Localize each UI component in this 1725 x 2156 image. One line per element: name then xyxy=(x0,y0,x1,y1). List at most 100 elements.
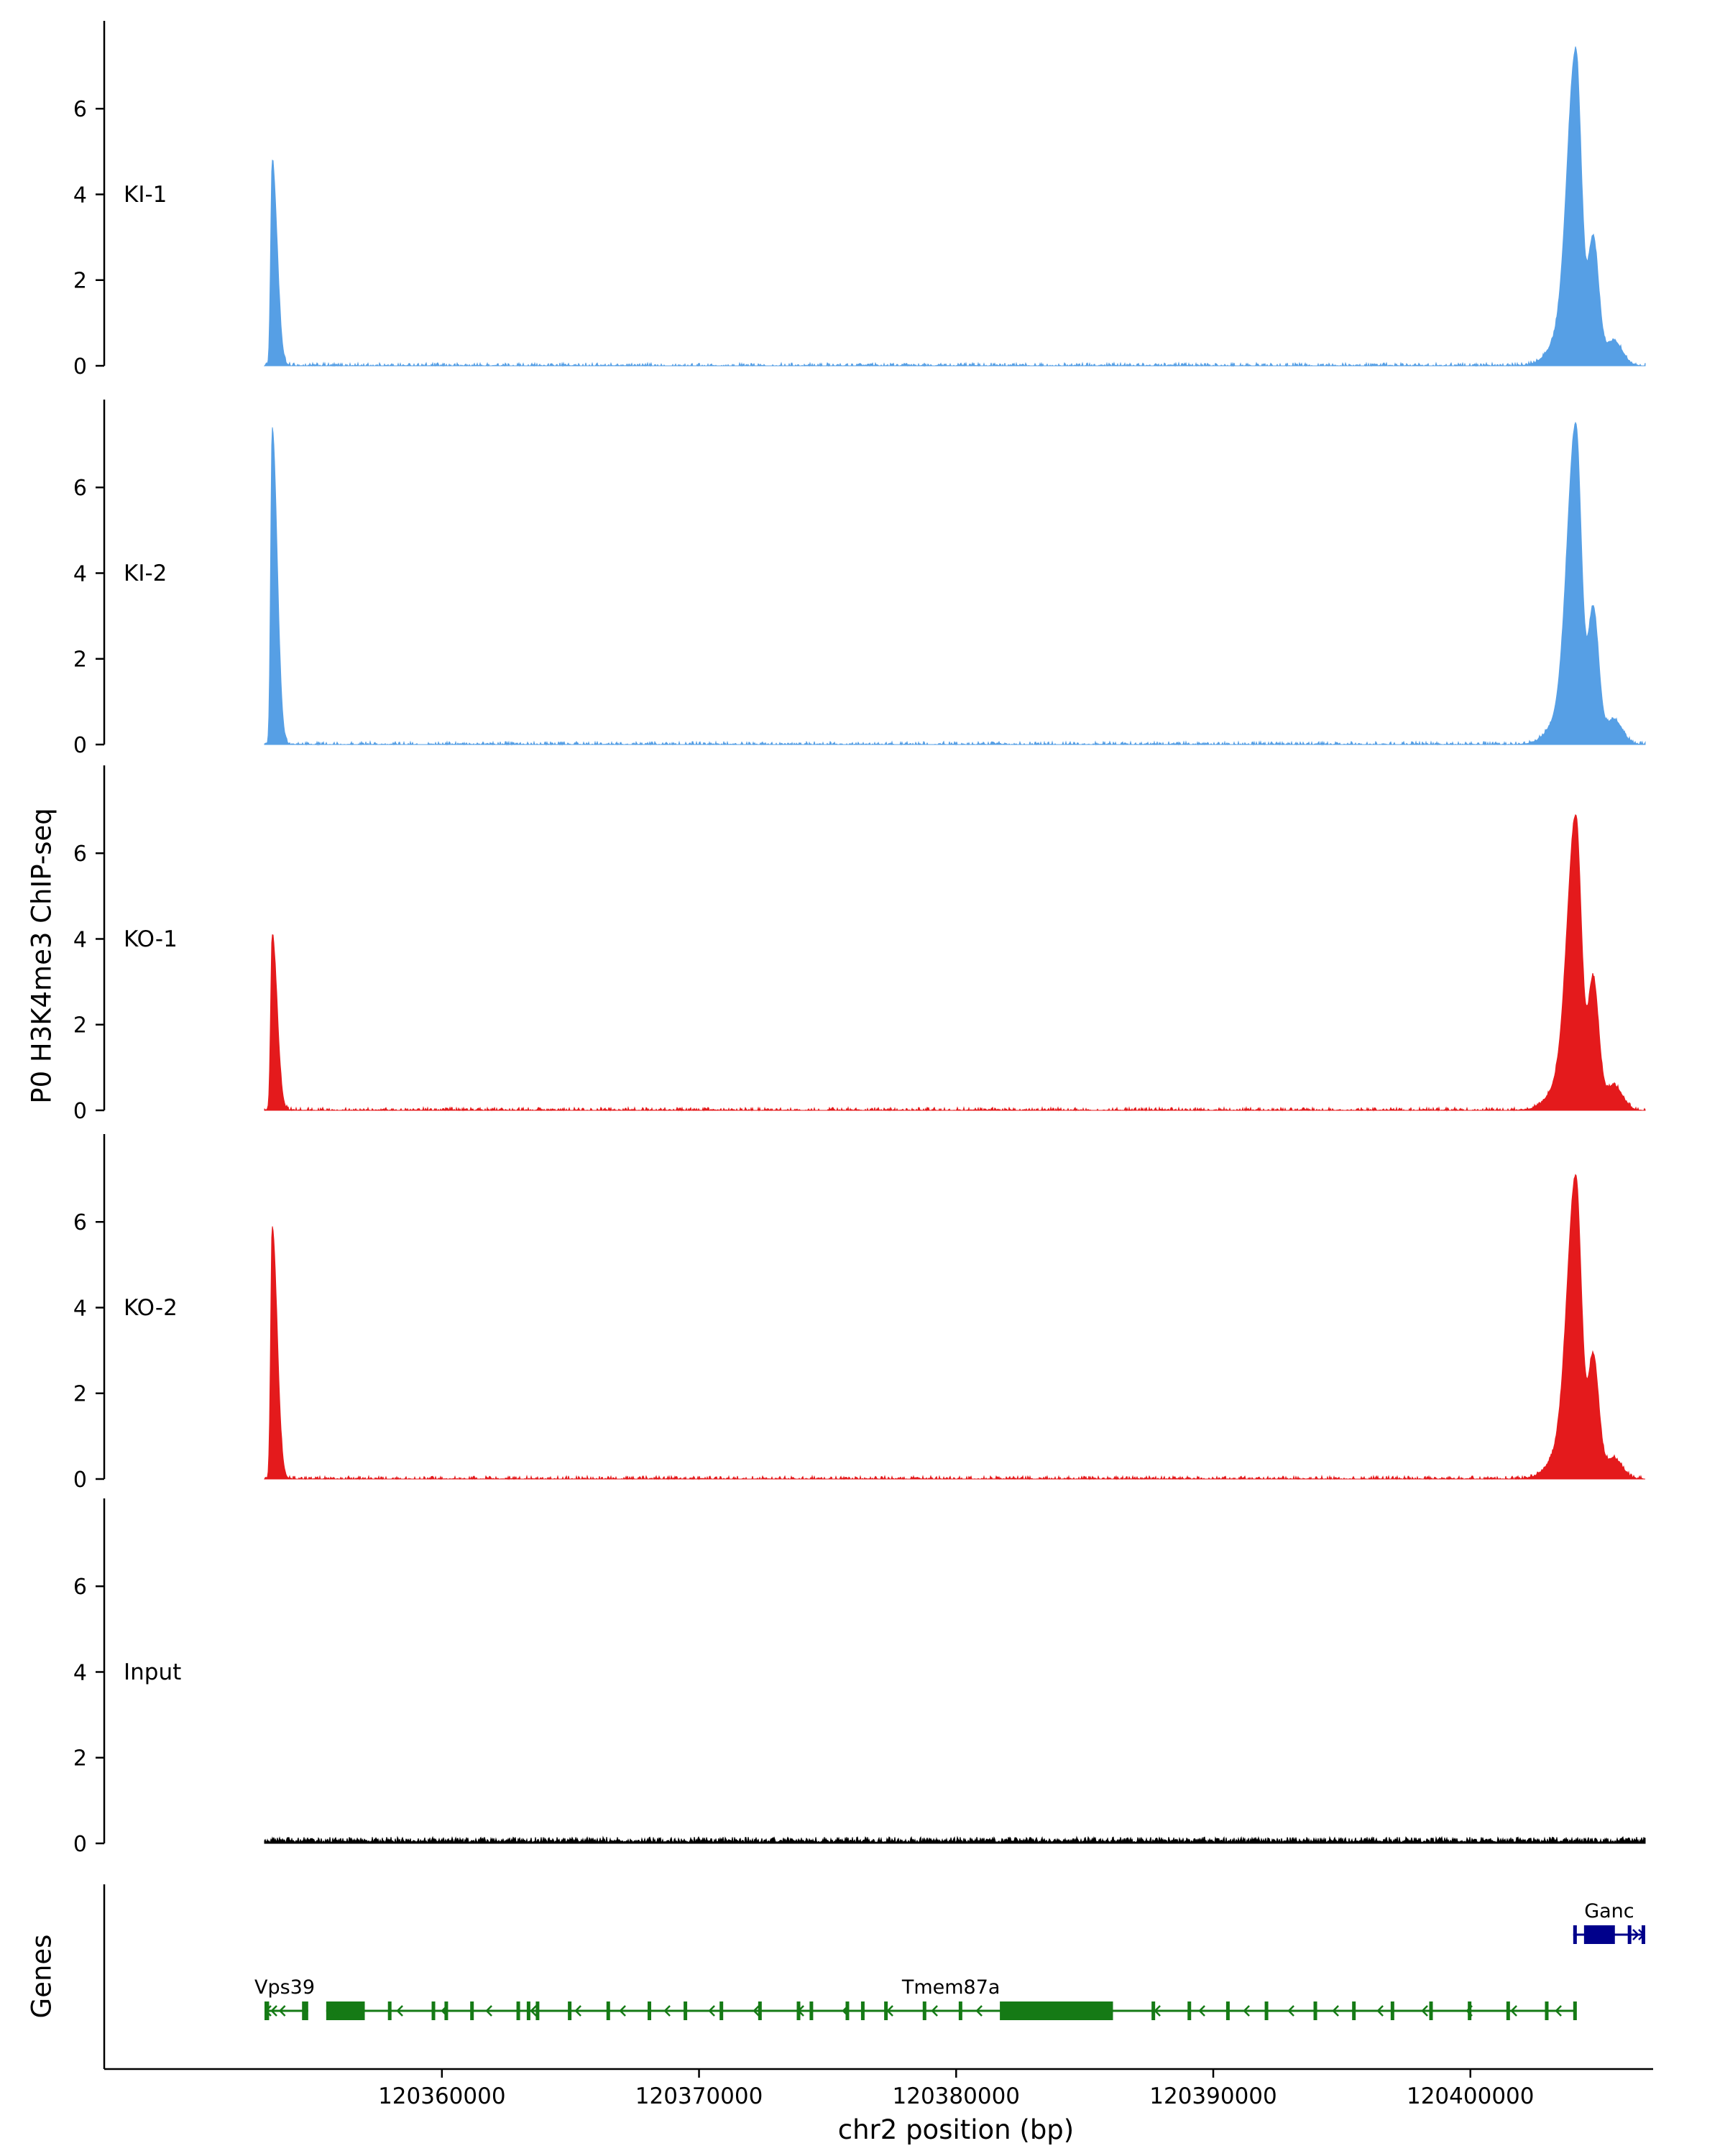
strand-arrow xyxy=(842,2005,849,2017)
exon xyxy=(431,2001,436,2020)
exon xyxy=(922,2001,926,2020)
x-tick-label: 120400000 xyxy=(1407,2083,1535,2109)
exon xyxy=(1506,2001,1510,2020)
y-tick-label: 6 xyxy=(73,97,87,122)
gene-label: Vps39 xyxy=(254,1976,315,1999)
y-tick-label: 4 xyxy=(73,183,87,208)
track-label: KI-1 xyxy=(124,182,167,208)
y-tick-label: 0 xyxy=(73,1099,87,1124)
strand-arrow xyxy=(264,2005,272,2017)
strand-arrow xyxy=(278,2005,286,2017)
strand-arrow xyxy=(1632,1929,1639,1940)
y-tick-label: 2 xyxy=(73,1013,87,1038)
strand-arrow xyxy=(1243,2005,1250,2017)
exon xyxy=(884,2001,888,2020)
track-panel-ko-1: 0 2 4 6 KO-1 xyxy=(73,765,1646,1124)
y-tick-label: 2 xyxy=(73,1746,87,1772)
strand-arrow xyxy=(797,2005,804,2017)
exon xyxy=(1545,2001,1549,2020)
gene-ganc: Ganc xyxy=(1573,1900,1645,1944)
strand-arrow xyxy=(1466,2005,1473,2017)
exon xyxy=(1225,2001,1230,2020)
exon xyxy=(470,2001,474,2020)
y-tick-label: 4 xyxy=(73,561,87,586)
track-label: KI-2 xyxy=(124,561,167,586)
y-tick-label: 4 xyxy=(73,1660,87,1685)
x-axis-title: chr2 position (bp) xyxy=(837,2114,1075,2145)
exon xyxy=(526,2001,530,2020)
signal-area-ki-1 xyxy=(263,46,1646,367)
strand-arrow xyxy=(441,2005,448,2017)
exon xyxy=(387,2001,392,2020)
signal-area-input xyxy=(264,1835,1646,1844)
strand-arrow xyxy=(975,2005,983,2017)
strand-arrow xyxy=(485,2005,492,2017)
track-label: KO-2 xyxy=(124,1295,178,1321)
exon xyxy=(684,2001,688,2020)
gene-label: Tmem87a xyxy=(901,1976,1000,1999)
y-tick-label: 0 xyxy=(73,1832,87,1857)
y-tick-label: 6 xyxy=(73,1210,87,1235)
strand-arrow xyxy=(663,2005,671,2017)
y-tick-label: 4 xyxy=(73,927,87,952)
y-tick-label: 6 xyxy=(73,476,87,501)
signal-area-ko-1 xyxy=(264,814,1646,1112)
track-panel-ki-1: 0 2 4 6 KI-1 xyxy=(73,21,1646,379)
exon xyxy=(1573,2001,1577,2020)
signal-area-ko-2 xyxy=(264,1174,1645,1480)
x-tick-label: 120370000 xyxy=(635,2083,763,2109)
track-panel-input: 0 2 4 6 Input xyxy=(73,1498,1646,1857)
strand-arrow xyxy=(1332,2005,1339,2017)
track-label: Input xyxy=(124,1659,181,1685)
exon xyxy=(535,2001,540,2020)
gene-vps39: Vps39 xyxy=(254,1976,315,2020)
y-tick-label: 2 xyxy=(73,1382,87,1407)
y-tick-label: 6 xyxy=(73,842,87,867)
exon xyxy=(1429,2001,1433,2020)
y-tick-label: 4 xyxy=(73,1296,87,1321)
exon xyxy=(1583,1925,1615,1944)
exon xyxy=(606,2001,610,2020)
track-label: KO-1 xyxy=(124,926,178,952)
gene-label: Ganc xyxy=(1584,1900,1634,1922)
strand-arrow xyxy=(931,2005,938,2017)
strand-arrow xyxy=(753,2005,760,2017)
x-axis: 120360000 120370000 120380000 120390000 1204… xyxy=(104,2068,1653,2109)
y-tick-label: 2 xyxy=(73,648,87,673)
exon xyxy=(1151,2001,1156,2020)
x-tick-label: 120380000 xyxy=(893,2083,1021,2109)
strand-arrow xyxy=(574,2005,581,2017)
y-tick-label: 6 xyxy=(73,1575,87,1600)
exon xyxy=(568,2001,572,2020)
strand-arrow xyxy=(886,2005,893,2017)
exon xyxy=(1000,2001,1113,2020)
gene-tmem87a: Tmem87a xyxy=(326,1976,1577,2020)
exon xyxy=(444,2001,448,2020)
exon xyxy=(1313,2001,1317,2020)
strand-arrow xyxy=(708,2005,715,2017)
exon xyxy=(1352,2001,1356,2020)
exon xyxy=(1468,2001,1472,2020)
exon xyxy=(1573,1925,1577,1944)
y-tick-label: 0 xyxy=(73,1468,87,1493)
exon xyxy=(1187,2001,1192,2020)
track-panel-ko-2: 0 2 4 6 KO-2 xyxy=(73,1134,1645,1493)
strand-arrow xyxy=(1638,1929,1645,1940)
strand-arrow xyxy=(1555,2005,1562,2017)
track-panel-ki-2: 0 2 4 6 KI-2 xyxy=(73,400,1646,758)
exon xyxy=(326,2001,365,2020)
x-tick-label: 120390000 xyxy=(1149,2083,1277,2109)
exon xyxy=(302,2001,308,2020)
exon xyxy=(758,2001,762,2020)
exon xyxy=(1264,2001,1269,2020)
strand-arrow xyxy=(1154,2005,1161,2017)
signal-area-ki-2 xyxy=(264,421,1646,746)
genes-panel: Vps39 Tmem87a Ganc xyxy=(103,1884,1645,2069)
strand-arrow xyxy=(270,2005,277,2017)
strand-arrow xyxy=(332,2005,339,2017)
exon xyxy=(1390,2001,1394,2020)
strand-arrow xyxy=(396,2005,403,2017)
strand-arrow xyxy=(1510,2005,1517,2017)
